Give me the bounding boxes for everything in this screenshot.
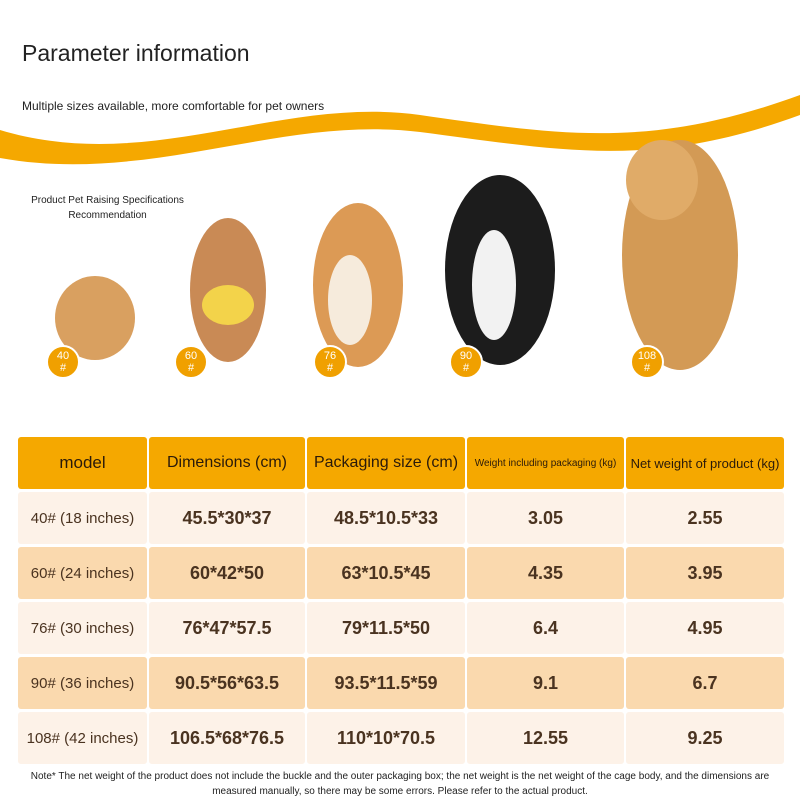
header-cell: Net weight of product (kg) xyxy=(626,437,784,489)
value-cell: 79*11.5*50 xyxy=(307,602,465,654)
value-cell: 48.5*10.5*33 xyxy=(307,492,465,544)
note: Note* The net weight of the product does… xyxy=(30,771,770,797)
model-cell: 40# (18 inches) xyxy=(18,492,147,544)
decoration xyxy=(0,95,800,370)
size-badge: 76 # xyxy=(313,345,347,379)
value-cell: 6.4 xyxy=(467,602,624,654)
badge-mark: # xyxy=(462,362,470,374)
subtitle: Multiple sizes available, more comfortab… xyxy=(22,99,325,113)
recommendation: Product Pet Raising Specifications Recom… xyxy=(31,195,184,221)
value-cell: 9.25 xyxy=(626,712,784,764)
value-cell: 60*42*50 xyxy=(149,547,305,599)
badge-number: 60 xyxy=(184,350,198,362)
badge-mark: # xyxy=(187,362,195,374)
badge-mark: # xyxy=(643,362,651,374)
value-cell: 3.05 xyxy=(467,492,624,544)
value-cell: 76*47*57.5 xyxy=(149,602,305,654)
size-badge: 60 # xyxy=(174,345,208,379)
value-cell: 12.55 xyxy=(467,712,624,764)
header-cell: model xyxy=(18,437,147,489)
model-cell: 90# (36 inches) xyxy=(18,657,147,709)
badge-number: 90 xyxy=(459,350,473,362)
header-cell: Packaging size (cm) xyxy=(307,437,465,489)
model-cell: 60# (24 inches) xyxy=(18,547,147,599)
header-cell: Weight including packaging (kg) xyxy=(467,437,624,489)
value-cell: 90.5*56*63.5 xyxy=(149,657,305,709)
value-cell: 4.95 xyxy=(626,602,784,654)
badge-mark: # xyxy=(326,362,334,374)
model-cell: 76# (30 inches) xyxy=(18,602,147,654)
badge-number: 108 xyxy=(637,350,657,362)
value-cell: 2.55 xyxy=(626,492,784,544)
dog-illustrations xyxy=(55,140,738,370)
header-cell: Dimensions (cm) xyxy=(149,437,305,489)
value-cell: 63*10.5*45 xyxy=(307,547,465,599)
size-badge: 40 # xyxy=(46,345,80,379)
model-cell: 108# (42 inches) xyxy=(18,712,147,764)
badge-number: 40 xyxy=(56,350,70,362)
value-cell: 93.5*11.5*59 xyxy=(307,657,465,709)
value-cell: 6.7 xyxy=(626,657,784,709)
badge-number: 76 xyxy=(323,350,337,362)
value-cell: 9.1 xyxy=(467,657,624,709)
size-badge: 108 # xyxy=(630,345,664,379)
badge-mark: # xyxy=(59,362,67,374)
value-cell: 3.95 xyxy=(626,547,784,599)
size-badge: 90 # xyxy=(449,345,483,379)
value-cell: 106.5*68*76.5 xyxy=(149,712,305,764)
title: Parameter information xyxy=(22,40,250,66)
wave xyxy=(0,95,800,165)
value-cell: 45.5*30*37 xyxy=(149,492,305,544)
value-cell: 110*10*70.5 xyxy=(307,712,465,764)
value-cell: 4.35 xyxy=(467,547,624,599)
